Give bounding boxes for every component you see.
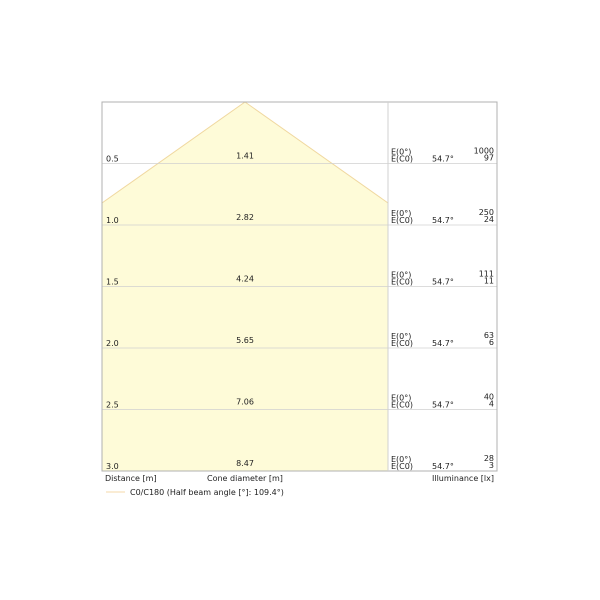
beam-angle-value: 54.7° <box>432 462 454 471</box>
cone-diameter-value: 8.47 <box>236 459 254 468</box>
table-row: 3.0 8.47 E(0°)E(C0) 54.7° 283 <box>106 454 494 471</box>
ec0-label: E(C0) <box>391 155 413 164</box>
e0-value: 250 <box>479 208 494 217</box>
e0-value: 111 <box>479 270 494 279</box>
ec0-value: 11 <box>484 277 494 286</box>
e0-value: 1000 <box>474 147 494 156</box>
legend-label: C0/C180 (Half beam angle [°]: 109.4°) <box>130 488 284 497</box>
ec0-label: E(C0) <box>391 216 413 225</box>
ec0-value: 97 <box>484 154 494 163</box>
cone-diameter-value: 5.65 <box>236 336 254 345</box>
cone-diameter-value: 4.24 <box>236 275 254 284</box>
e0-value: 40 <box>484 393 494 402</box>
distance-value: 2.0 <box>106 339 119 348</box>
ec0-label: E(C0) <box>391 462 413 471</box>
distance-value: 1.0 <box>106 216 119 225</box>
ec0-value: 24 <box>484 215 494 224</box>
distance-value: 3.0 <box>106 462 119 471</box>
e0-value: 28 <box>484 454 494 463</box>
ec0-label: E(C0) <box>391 278 413 287</box>
e0-label: E(0°) <box>391 394 411 403</box>
cone-diameter-value: 2.82 <box>236 213 254 222</box>
e0-label: E(0°) <box>391 332 411 341</box>
illuminance-axis-label: Illuminance [lx] <box>432 474 494 483</box>
ec0-value: 6 <box>489 338 494 347</box>
distance-value: 2.5 <box>106 401 119 410</box>
beam-angle-value: 54.7° <box>432 278 454 287</box>
cone-diameter-value: 1.41 <box>236 152 254 161</box>
e0-label: E(0°) <box>391 209 411 218</box>
beam-angle-value: 54.7° <box>432 216 454 225</box>
diameter-axis-label: Cone diameter [m] <box>207 474 283 483</box>
beam-angle-value: 54.7° <box>432 155 454 164</box>
diagram-border <box>101 101 498 472</box>
ec0-value: 3 <box>489 461 494 470</box>
e0-value: 63 <box>484 331 494 340</box>
distance-value: 0.5 <box>106 155 119 164</box>
ec0-value: 4 <box>489 400 494 409</box>
distance-axis-label: Distance [m] <box>105 474 157 483</box>
table-row: 2.5 7.06 E(0°)E(C0) 54.7° 404 <box>106 393 494 410</box>
ec0-label: E(C0) <box>391 339 413 348</box>
ec0-label: E(C0) <box>391 401 413 410</box>
distance-value: 1.5 <box>106 278 119 287</box>
cone-diameter-value: 7.06 <box>236 398 254 407</box>
e0-label: E(0°) <box>391 148 411 157</box>
e0-label: E(0°) <box>391 455 411 464</box>
table-row: 2.0 5.65 E(0°)E(C0) 54.7° 636 <box>106 331 494 348</box>
beam-angle-value: 54.7° <box>432 339 454 348</box>
beam-angle-value: 54.7° <box>432 401 454 410</box>
e0-label: E(0°) <box>391 271 411 280</box>
